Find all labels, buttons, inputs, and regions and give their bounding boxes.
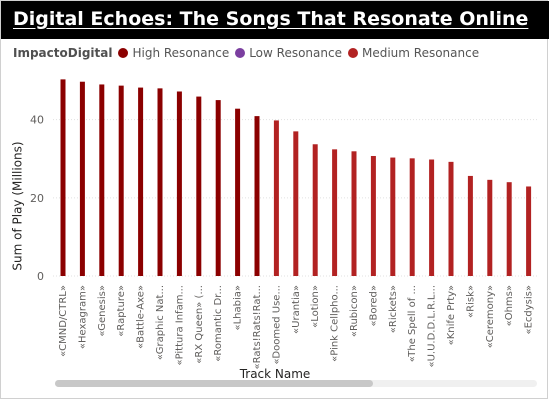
x-tick-label: «Knife Prty»	[446, 285, 457, 345]
x-tick-label: «RX Queen» (...	[194, 285, 205, 364]
chart-title: Digital Echoes: The Songs That Resonate …	[13, 8, 529, 30]
bar[interactable]	[429, 159, 435, 276]
legend-dot-low	[235, 48, 246, 58]
x-tick-label: «Ohms»	[504, 285, 515, 326]
bar[interactable]	[138, 87, 144, 276]
legend-label-high: High Resonance	[132, 46, 230, 60]
x-tick-label: «Bored»	[368, 285, 379, 326]
bar[interactable]	[157, 88, 163, 276]
horizontal-scrollbar[interactable]	[55, 380, 537, 387]
legend-item-high[interactable]: High Resonance	[118, 46, 229, 60]
legend-item-medium[interactable]: Medium Resonance	[347, 46, 480, 60]
bar[interactable]	[409, 158, 415, 276]
x-tick-label: «Genesis»	[97, 285, 108, 337]
bar[interactable]	[390, 157, 396, 276]
bar[interactable]	[448, 161, 454, 276]
bar[interactable]	[196, 96, 202, 276]
x-tick-label: «Doomed Use...	[271, 285, 282, 365]
x-tick-label: «Urantia»	[291, 285, 302, 334]
x-tick-label: «Rubicon»	[349, 285, 360, 337]
legend-title: ImpactoDigital	[13, 46, 113, 60]
bar[interactable]	[215, 100, 221, 276]
scrollbar-thumb[interactable]	[55, 380, 373, 387]
legend-dot-medium	[347, 48, 358, 58]
bar[interactable]	[487, 179, 493, 276]
bar[interactable]	[79, 81, 85, 276]
bar[interactable]	[176, 91, 182, 276]
bar[interactable]	[351, 151, 357, 276]
bar[interactable]	[332, 149, 338, 276]
bar[interactable]	[254, 116, 260, 276]
bar[interactable]	[293, 131, 299, 276]
x-tick-label: «Pittura Infam...	[174, 285, 185, 366]
legend-label-low: Low Resonance	[249, 46, 342, 60]
bar[interactable]	[235, 108, 241, 276]
bar[interactable]	[60, 79, 66, 276]
legend: ImpactoDigital High Resonance Low Resona…	[13, 46, 485, 60]
x-tick-label: «Ecdysis»	[524, 285, 535, 335]
y-tick-label: 20	[30, 192, 44, 205]
bar[interactable]	[312, 144, 318, 276]
bar[interactable]	[118, 85, 124, 276]
y-tick-label: 0	[37, 270, 44, 283]
x-tick-label: «Rickets»	[388, 285, 399, 333]
x-tick-label: «Graphic Nat...	[155, 285, 166, 360]
x-tick-label: «Pink Cellpho...	[330, 285, 341, 362]
x-tick-label: «U.U.D.D.L.R.L...	[427, 285, 438, 368]
x-tick-label: «Rapture»	[116, 285, 127, 337]
x-tick-label: «Lotion»	[310, 285, 321, 328]
legend-label-medium: Medium Resonance	[361, 46, 480, 60]
bar[interactable]	[273, 120, 279, 276]
x-tick-label: «CMND/CTRL»	[58, 285, 69, 357]
x-tick-label: «Lhabia»	[233, 285, 244, 331]
bar[interactable]	[370, 155, 376, 276]
x-tick-label: «Battle-Axe»	[136, 285, 147, 349]
legend-dot-high	[118, 48, 129, 58]
y-tick-label: 40	[30, 114, 44, 127]
bar[interactable]	[99, 84, 105, 276]
title-bar: Digital Echoes: The Songs That Resonate …	[1, 1, 549, 39]
x-axis-label: Track Name	[239, 367, 311, 381]
bar[interactable]	[526, 186, 532, 276]
x-tick-label: «Romantic Dr...	[213, 285, 224, 362]
x-tick-label: «Hexagram»	[77, 285, 88, 349]
bar-chart: 0 20 40 «CMND/CTRL» «Hexagram» «Genesis» «Rapt…	[30, 79, 537, 369]
x-tick-label: «The Spell of ...	[407, 285, 418, 362]
x-tick-label: «Risk»	[465, 285, 476, 318]
x-tick-label: «Rats!Rats!Rat...	[252, 285, 263, 369]
legend-item-low[interactable]: Low Resonance	[235, 46, 342, 60]
bar[interactable]	[467, 175, 473, 276]
bar[interactable]	[506, 182, 512, 276]
x-tick-label: «Ceremony»	[485, 285, 496, 348]
